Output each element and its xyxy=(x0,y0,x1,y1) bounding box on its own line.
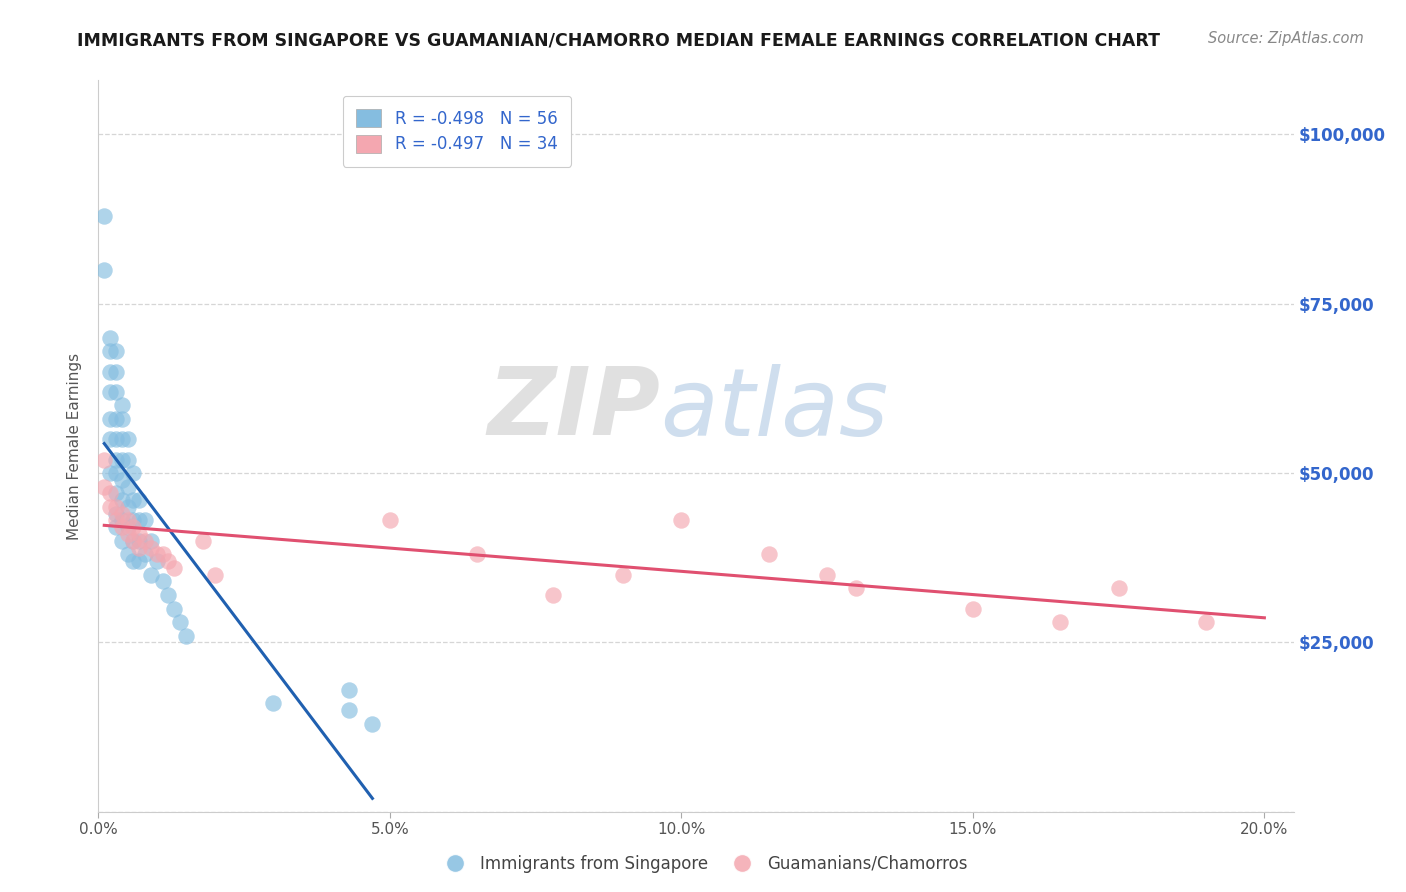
Point xyxy=(467,547,489,561)
Legend: R = -0.498   N = 56, R = -0.497   N = 34: R = -0.498 N = 56, R = -0.497 N = 34 xyxy=(343,96,571,167)
Point xyxy=(815,567,838,582)
Point xyxy=(122,466,145,480)
Point xyxy=(169,615,191,629)
Point xyxy=(134,514,156,528)
Text: atlas: atlas xyxy=(661,364,889,455)
Point xyxy=(128,541,150,555)
Point xyxy=(145,554,167,568)
Point xyxy=(111,493,134,508)
Point xyxy=(128,554,150,568)
Point xyxy=(128,514,150,528)
Point xyxy=(93,480,115,494)
Point xyxy=(612,567,634,582)
Point xyxy=(174,629,197,643)
Point xyxy=(104,412,127,426)
Point xyxy=(98,364,121,378)
Point xyxy=(541,588,564,602)
Point xyxy=(157,554,180,568)
Point xyxy=(128,533,150,548)
Point xyxy=(262,697,284,711)
Point xyxy=(163,601,186,615)
Point xyxy=(104,432,127,446)
Point xyxy=(104,466,127,480)
Point xyxy=(361,716,384,731)
Point xyxy=(122,554,145,568)
Point xyxy=(117,514,139,528)
Point xyxy=(111,473,134,487)
Point xyxy=(117,527,139,541)
Text: ZIP: ZIP xyxy=(488,363,661,456)
Y-axis label: Median Female Earnings: Median Female Earnings xyxy=(67,352,83,540)
Point xyxy=(337,703,360,717)
Point xyxy=(111,412,134,426)
Text: IMMIGRANTS FROM SINGAPORE VS GUAMANIAN/CHAMORRO MEDIAN FEMALE EARNINGS CORRELATI: IMMIGRANTS FROM SINGAPORE VS GUAMANIAN/C… xyxy=(77,31,1160,49)
Legend: Immigrants from Singapore, Guamanians/Chamorros: Immigrants from Singapore, Guamanians/Ch… xyxy=(432,848,974,880)
Point xyxy=(134,547,156,561)
Point xyxy=(104,507,127,521)
Point xyxy=(163,561,186,575)
Point xyxy=(104,486,127,500)
Point xyxy=(104,344,127,359)
Point xyxy=(122,533,145,548)
Point xyxy=(111,514,134,528)
Point xyxy=(111,507,134,521)
Point xyxy=(139,567,162,582)
Point xyxy=(204,567,226,582)
Point xyxy=(98,432,121,446)
Point xyxy=(111,452,134,467)
Point xyxy=(98,331,121,345)
Point xyxy=(93,263,115,277)
Point xyxy=(193,533,215,548)
Point xyxy=(145,547,167,561)
Point xyxy=(122,520,145,534)
Point xyxy=(122,514,145,528)
Point xyxy=(117,547,139,561)
Point xyxy=(962,601,984,615)
Point xyxy=(104,452,127,467)
Point xyxy=(104,384,127,399)
Point xyxy=(128,493,150,508)
Point xyxy=(134,533,156,548)
Point xyxy=(111,398,134,412)
Point xyxy=(98,486,121,500)
Point xyxy=(117,432,139,446)
Point xyxy=(98,466,121,480)
Point xyxy=(139,541,162,555)
Point xyxy=(104,514,127,528)
Point xyxy=(152,547,174,561)
Point xyxy=(1049,615,1071,629)
Point xyxy=(104,520,127,534)
Point xyxy=(93,452,115,467)
Point xyxy=(98,384,121,399)
Point xyxy=(104,500,127,514)
Point xyxy=(117,480,139,494)
Point xyxy=(337,682,360,697)
Point xyxy=(117,500,139,514)
Text: Source: ZipAtlas.com: Source: ZipAtlas.com xyxy=(1208,31,1364,46)
Point xyxy=(104,364,127,378)
Point xyxy=(152,574,174,589)
Point xyxy=(117,452,139,467)
Point xyxy=(1108,581,1130,595)
Point xyxy=(122,533,145,548)
Point xyxy=(139,533,162,548)
Point xyxy=(671,514,693,528)
Point xyxy=(98,412,121,426)
Point xyxy=(98,344,121,359)
Point xyxy=(378,514,401,528)
Point xyxy=(111,533,134,548)
Point xyxy=(128,527,150,541)
Point xyxy=(117,520,139,534)
Point xyxy=(157,588,180,602)
Point xyxy=(98,500,121,514)
Point xyxy=(111,432,134,446)
Point xyxy=(111,520,134,534)
Point xyxy=(93,209,115,223)
Point xyxy=(122,493,145,508)
Point xyxy=(1195,615,1218,629)
Point xyxy=(758,547,780,561)
Point xyxy=(845,581,868,595)
